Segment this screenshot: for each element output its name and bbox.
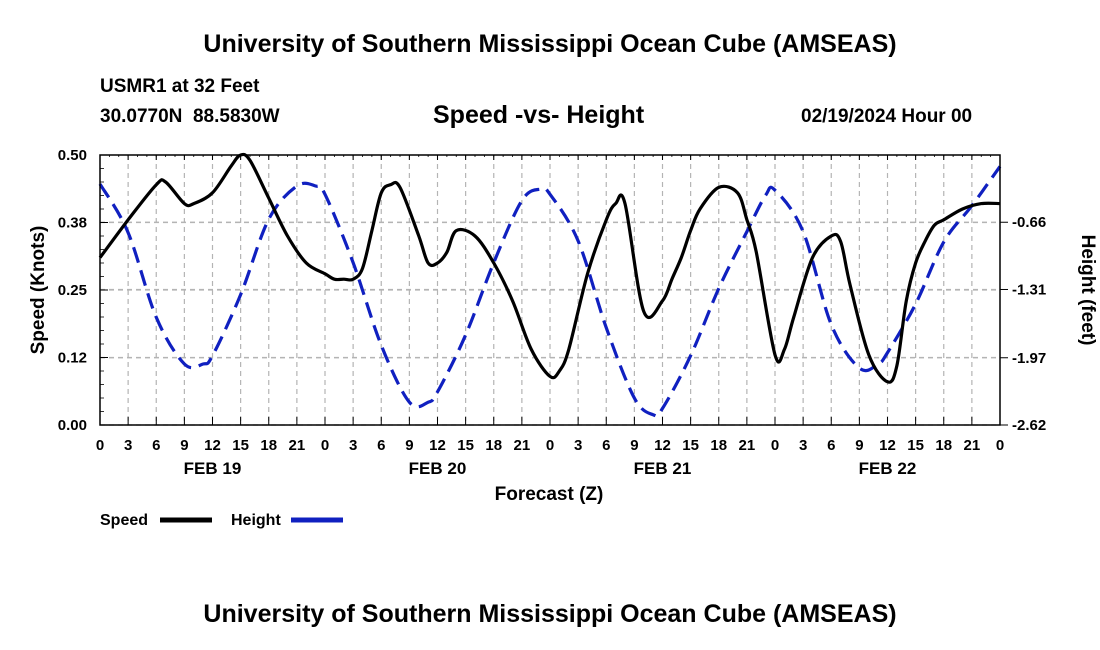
- x-tick-label: 0: [546, 437, 554, 454]
- y-tick-label-left: 0.38: [58, 215, 87, 232]
- y-tick-label-left: 0.12: [58, 350, 87, 367]
- x-tick-label: 3: [349, 437, 357, 454]
- legend-label-height: Height: [231, 512, 281, 529]
- x-tick-label: 9: [180, 437, 188, 454]
- y-axis-label-right: Height (feet): [1077, 235, 1098, 346]
- day-label: FEB 21: [634, 459, 692, 478]
- x-tick-label: 21: [964, 437, 981, 454]
- axes-layer: 0 3 6 9 12 15 18 21 0 3 6 9 12 15 18 21 0 3 6 9 12 15 18 21 0 3 6 9…: [58, 147, 1046, 478]
- station-label: USMR1 at 32 Feet: [100, 76, 260, 97]
- x-tick-label: 6: [152, 437, 160, 454]
- x-tick-label: 15: [457, 437, 474, 454]
- x-tick-label: 18: [935, 437, 952, 454]
- x-tick-label: 6: [827, 437, 835, 454]
- y-tick-label-right: -2.62: [1012, 417, 1046, 434]
- legend-label-speed: Speed: [100, 512, 148, 529]
- chart-subtitle: Speed -vs- Height: [433, 101, 645, 129]
- x-tick-label: 12: [429, 437, 446, 454]
- x-tick-label: 21: [739, 437, 756, 454]
- x-tick-label: 3: [124, 437, 132, 454]
- chart-title-top: University of Southern Mississippi Ocean…: [203, 30, 897, 58]
- x-tick-label: 9: [405, 437, 413, 454]
- x-tick-label: 12: [654, 437, 671, 454]
- y-tick-label-right: -1.97: [1012, 350, 1046, 367]
- x-axis-label: Forecast (Z): [495, 484, 604, 505]
- y-tick-label-right: -1.31: [1012, 281, 1046, 298]
- x-tick-label: 6: [377, 437, 385, 454]
- x-tick-label: 0: [771, 437, 779, 454]
- x-tick-label: 12: [204, 437, 221, 454]
- series-line-speed: [98, 152, 1001, 384]
- chart-title-bottom: University of Southern Mississippi Ocean…: [203, 600, 897, 628]
- series-line-height: [98, 165, 1002, 418]
- x-tick-label: 9: [855, 437, 863, 454]
- x-tick-label: 15: [682, 437, 699, 454]
- y-tick-label-left: 0.00: [58, 417, 87, 434]
- x-tick-label: 0: [996, 437, 1004, 454]
- y-tick-label-right: -0.66: [1012, 214, 1046, 231]
- x-tick-label: 15: [907, 437, 924, 454]
- x-tick-label: 0: [96, 437, 104, 454]
- x-tick-label: 12: [879, 437, 896, 454]
- coordinates-label: 30.0770N 88.5830W: [100, 106, 280, 127]
- legend: Speed Height: [100, 512, 343, 529]
- day-label: FEB 20: [409, 459, 467, 478]
- date-label: 02/19/2024 Hour 00: [801, 106, 973, 127]
- x-tick-label: 6: [602, 437, 610, 454]
- x-tick-label: 21: [289, 437, 306, 454]
- x-tick-label: 3: [574, 437, 582, 454]
- x-tick-label: 9: [630, 437, 638, 454]
- day-label: FEB 19: [184, 459, 242, 478]
- x-tick-label: 0: [321, 437, 329, 454]
- y-axis-label-left: Speed (Knots): [28, 226, 49, 355]
- series-layer: [98, 152, 1002, 418]
- x-tick-label: 15: [232, 437, 249, 454]
- x-tick-label: 21: [514, 437, 531, 454]
- day-label: FEB 22: [859, 459, 917, 478]
- y-tick-label-left: 0.50: [58, 147, 87, 164]
- x-tick-label: 18: [710, 437, 727, 454]
- y-tick-label-left: 0.25: [58, 282, 87, 299]
- x-tick-label: 3: [799, 437, 807, 454]
- x-tick-label: 18: [260, 437, 277, 454]
- x-tick-label: 18: [485, 437, 502, 454]
